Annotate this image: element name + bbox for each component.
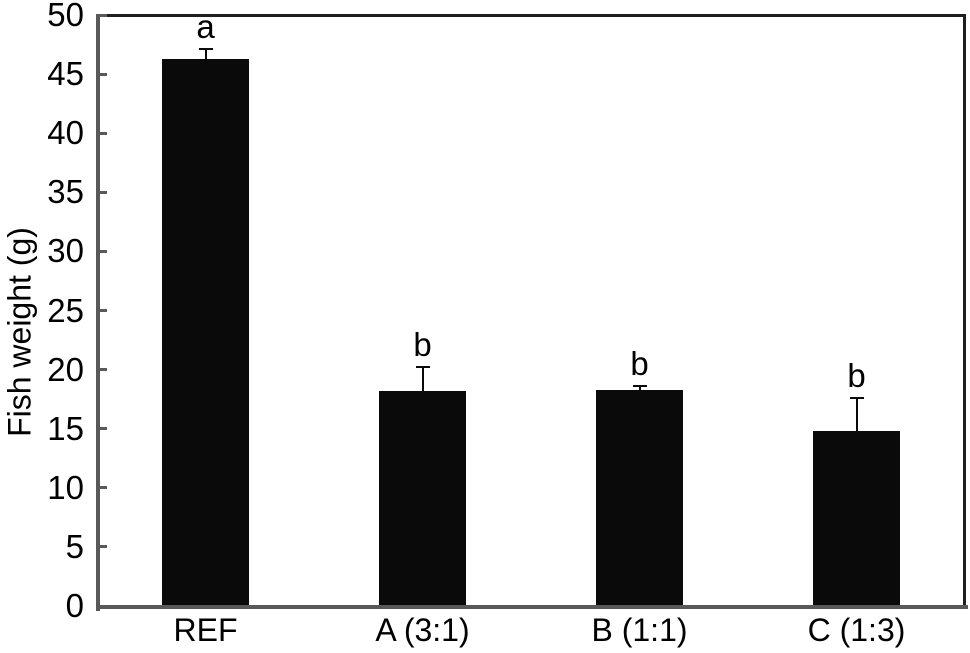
y-tick-label: 25 <box>47 291 84 329</box>
significance-letter: b <box>630 344 649 382</box>
error-bar-line <box>855 396 858 432</box>
error-bar-cap <box>415 366 430 369</box>
y-tick-mark <box>97 486 107 490</box>
y-tick-mark <box>97 190 107 194</box>
bar-c <box>813 431 900 608</box>
bar-a <box>379 390 466 608</box>
bar-b <box>596 389 683 608</box>
y-tick-label: 30 <box>47 232 84 270</box>
x-axis-category-label: B (1:1) <box>591 612 688 648</box>
y-tick-label: 50 <box>47 0 84 33</box>
significance-letter: b <box>847 356 866 394</box>
x-axis-line <box>96 605 968 609</box>
error-bar-cap <box>198 48 213 51</box>
error-bar-line <box>421 366 424 391</box>
error-bar-cap <box>849 396 864 399</box>
y-tick-label: 35 <box>47 173 84 211</box>
error-bar-line <box>204 48 207 59</box>
y-tick-mark <box>97 131 107 135</box>
y-tick-label: 40 <box>47 114 84 152</box>
significance-letter: b <box>413 326 432 364</box>
y-tick-mark <box>97 427 107 431</box>
y-tick-mark <box>97 309 107 312</box>
plot-area-border <box>97 14 966 608</box>
y-tick-mark <box>97 72 107 76</box>
y-tick-mark <box>97 13 107 17</box>
y-tick-label: 15 <box>47 409 84 447</box>
y-tick-label: 0 <box>65 587 84 624</box>
x-axis-category-label: REF <box>173 612 238 648</box>
y-tick-label: 10 <box>47 468 84 506</box>
y-tick-label: 20 <box>47 350 84 388</box>
y-tick-label: 5 <box>65 527 84 565</box>
y-tick-label: 45 <box>47 55 84 93</box>
x-axis-category-label: A (3:1) <box>375 612 470 648</box>
y-tick-mark <box>97 249 107 253</box>
error-bar-line <box>638 384 641 390</box>
y-tick-mark <box>97 545 107 549</box>
x-axis-category-label: C (1:3) <box>807 612 906 648</box>
bar-ref <box>162 58 249 608</box>
y-tick-mark <box>97 368 107 372</box>
y-axis-line <box>96 14 100 611</box>
significance-letter: a <box>196 8 215 46</box>
error-bar-cap <box>632 384 647 387</box>
